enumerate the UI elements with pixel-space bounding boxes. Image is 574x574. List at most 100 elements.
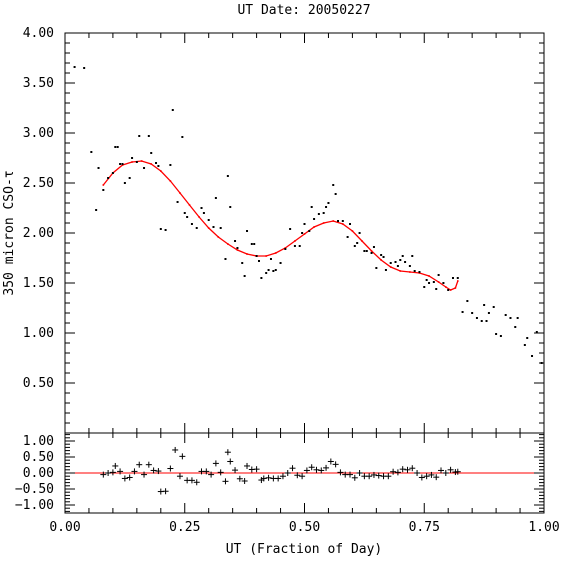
data-point xyxy=(408,265,411,267)
top-panel: 0.50 1.00 1.50 2.00 2.50 3.00 3.50 4.00 xyxy=(23,26,545,434)
residual-point xyxy=(232,467,239,474)
data-point xyxy=(90,151,93,153)
data-point xyxy=(495,333,498,335)
data-point xyxy=(157,165,160,167)
data-point xyxy=(432,281,435,283)
residual-point xyxy=(172,446,179,453)
top-ticks-layer xyxy=(65,33,544,433)
y-tick-label: 1.50 xyxy=(23,276,54,291)
data-point xyxy=(150,152,153,154)
data-point xyxy=(212,226,215,228)
residual-point xyxy=(208,471,215,478)
data-point xyxy=(437,274,440,276)
data-point xyxy=(358,232,361,234)
residual-point xyxy=(308,464,315,471)
data-point xyxy=(257,260,260,262)
data-point xyxy=(186,216,189,218)
fit-curve-layer xyxy=(102,160,459,291)
residual-point xyxy=(399,466,406,473)
fit-curve-node xyxy=(437,281,440,283)
data-point xyxy=(164,229,167,231)
residual-point xyxy=(351,474,358,481)
data-point xyxy=(466,300,469,302)
residual-point xyxy=(366,473,373,480)
residual-point xyxy=(212,460,219,467)
residual-point xyxy=(224,449,231,456)
data-point xyxy=(322,212,325,214)
residual-y-tick-label: −1.00 xyxy=(15,498,54,513)
x-tick-label: 0.50 xyxy=(289,520,320,535)
y-tick-label: 0.50 xyxy=(23,376,54,391)
fit-curve xyxy=(102,160,459,291)
data-point xyxy=(384,269,387,271)
data-point xyxy=(423,286,426,288)
chart-title: UT Date: 20050227 xyxy=(237,3,370,18)
data-point xyxy=(246,230,249,232)
residual-y-tick-label: −0.50 xyxy=(15,482,54,497)
data-point xyxy=(310,206,313,208)
residual-point xyxy=(454,468,461,475)
data-point xyxy=(401,255,404,257)
data-point xyxy=(317,213,320,215)
data-point xyxy=(480,320,483,322)
residual-point xyxy=(428,471,435,478)
fit-curve-node xyxy=(449,289,452,291)
residual-point xyxy=(141,471,148,478)
y-tick-label: 4.00 xyxy=(23,26,54,41)
residual-y-tick-label: 0.50 xyxy=(23,450,54,465)
data-point xyxy=(265,272,268,274)
data-point xyxy=(535,331,538,333)
fit-curve-node xyxy=(150,163,153,165)
residual-point xyxy=(241,478,248,484)
data-point xyxy=(341,220,344,222)
residual-panel: 1.000.500.00−0.50−1.00 xyxy=(15,432,545,514)
residual-point xyxy=(409,465,416,472)
data-point xyxy=(425,279,428,281)
residual-point xyxy=(188,477,195,484)
data-point xyxy=(255,255,258,257)
fit-curve-node xyxy=(160,170,162,172)
residual-point xyxy=(193,479,200,486)
residual-point xyxy=(105,470,112,476)
data-point xyxy=(269,258,272,260)
data-point xyxy=(372,246,375,248)
fit-curve-node xyxy=(294,240,296,242)
y-axis-label: 350 micron CSO-τ xyxy=(2,170,17,295)
data-point xyxy=(289,228,292,230)
residual-point xyxy=(356,470,363,476)
residual-point xyxy=(236,475,243,482)
residual-point xyxy=(265,474,272,481)
data-point xyxy=(363,250,366,252)
residual-point xyxy=(150,467,157,474)
data-point xyxy=(272,270,275,272)
data-point xyxy=(356,242,359,244)
data-point xyxy=(301,232,304,234)
fit-curve-node xyxy=(456,280,459,282)
data-point xyxy=(159,228,162,230)
residual-point xyxy=(222,478,229,485)
data-point xyxy=(471,312,474,314)
y-tick-label: 1.00 xyxy=(23,326,54,341)
residual-point xyxy=(313,466,320,473)
data-point xyxy=(447,289,450,291)
data-point xyxy=(169,164,172,166)
data-point xyxy=(176,201,179,203)
data-point xyxy=(499,335,502,337)
data-point xyxy=(207,219,210,221)
data-point xyxy=(131,157,134,159)
residual-point xyxy=(318,467,325,474)
data-point xyxy=(399,259,402,261)
data-point xyxy=(531,355,534,357)
fit-curve-node xyxy=(399,270,402,272)
x-axis-label: UT (Fraction of Day) xyxy=(226,542,383,557)
data-point xyxy=(135,161,138,163)
data-point xyxy=(389,262,392,264)
residual-point xyxy=(227,458,234,465)
data-point xyxy=(236,247,239,249)
data-point xyxy=(279,262,282,264)
data-point xyxy=(487,312,490,314)
data-point xyxy=(183,212,186,214)
residual-point xyxy=(136,461,143,468)
residual-point xyxy=(370,471,377,478)
data-point xyxy=(313,218,316,220)
